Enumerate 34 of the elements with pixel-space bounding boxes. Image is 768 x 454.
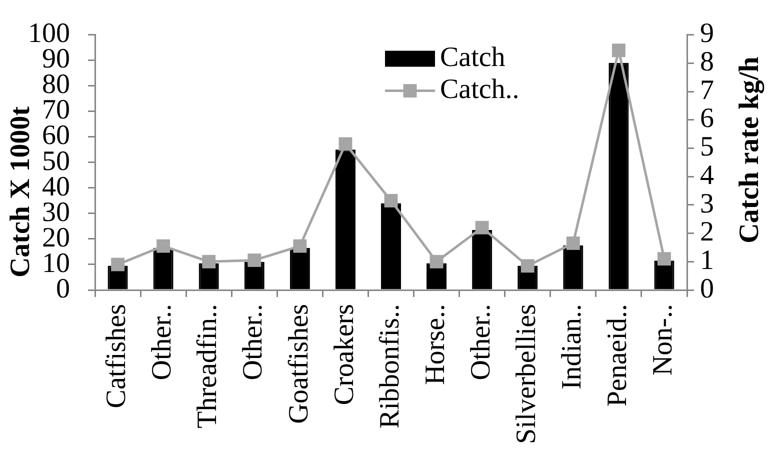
x-tick-label: Ribbonfis.. xyxy=(374,304,406,428)
y2-tick-label: 2 xyxy=(700,216,714,248)
x-tick-label: Catfishes xyxy=(101,304,132,408)
point xyxy=(111,258,124,272)
point xyxy=(658,252,671,266)
point xyxy=(520,259,534,273)
point xyxy=(202,254,216,268)
point xyxy=(612,44,626,58)
point xyxy=(156,239,170,253)
x-tick-label: Croakers xyxy=(328,304,360,406)
legend-label: Catch.. xyxy=(440,74,520,106)
x-tick-label: Indian.. xyxy=(556,304,588,390)
point xyxy=(384,194,398,208)
x-tick-label: Silverbellies xyxy=(510,304,542,444)
x-tick-label: Non-.. xyxy=(648,304,679,376)
point xyxy=(338,137,352,151)
x-tick-label: Threadfin.. xyxy=(192,304,224,428)
x-tick-label: Other.. xyxy=(146,304,178,380)
y2-tick-label: 3 xyxy=(700,188,714,220)
y2-tick-label: 9 xyxy=(700,18,714,50)
point xyxy=(248,254,262,267)
x-tick-label: Goatfishes xyxy=(283,304,314,424)
y-axis-title: Catch X 1000t xyxy=(5,106,36,278)
x-tick-label: Penaeid.. xyxy=(602,304,634,407)
y2-tick-label: 6 xyxy=(700,103,714,134)
point xyxy=(475,220,489,234)
x-tick-label: Other.. xyxy=(465,304,496,380)
legend-label: Catch xyxy=(440,42,506,74)
x-tick-label: Other.. xyxy=(238,304,269,380)
point xyxy=(566,236,580,250)
x-tick-label: Horse.. xyxy=(420,304,451,385)
y2-axis-title: Catch rate kg/h xyxy=(734,56,766,244)
point xyxy=(430,254,444,268)
point xyxy=(293,239,307,253)
